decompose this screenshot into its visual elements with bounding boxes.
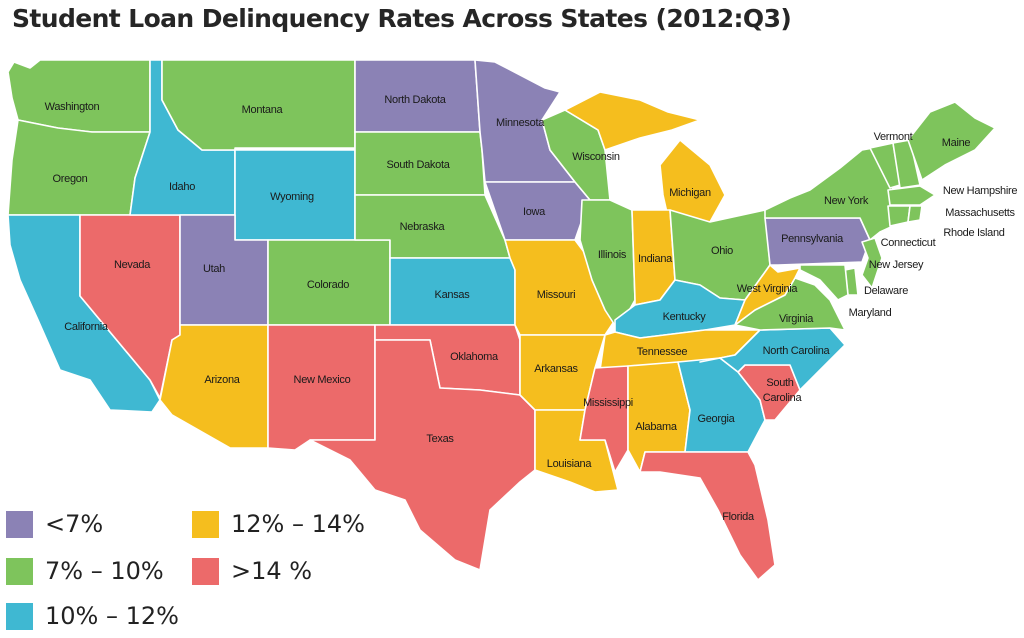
state-label-SD: South Dakota — [386, 159, 450, 171]
state-CT[interactable] — [887, 205, 911, 227]
state-label-MS: Mississippi — [583, 397, 633, 409]
state-label-AZ: Arizona — [204, 374, 240, 386]
state-label-SC-2: Carolina — [763, 392, 803, 404]
state-label-UT: Utah — [203, 263, 225, 275]
state-label-CO: Colorado — [307, 279, 349, 291]
legend-label: <7% — [45, 510, 104, 538]
state-AZ[interactable] — [159, 324, 269, 449]
state-label-NJ: New Jersey — [869, 259, 924, 271]
state-label-MA: Massachusetts — [945, 207, 1015, 219]
state-NH[interactable] — [892, 139, 921, 189]
state-label-TX: Texas — [426, 433, 454, 445]
state-label-KY: Kentucky — [663, 311, 707, 323]
state-MA[interactable] — [887, 185, 936, 206]
state-labels: Washington Oregon California Nevada Idah… — [45, 94, 1018, 523]
legend-swatch — [6, 602, 33, 630]
state-label-CT: Connecticut — [881, 237, 936, 249]
legend-swatch — [192, 510, 219, 538]
state-label-CA: California — [64, 321, 109, 333]
legend-label: 7% – 10% — [45, 557, 164, 585]
state-label-NE: Nebraska — [400, 221, 446, 233]
legend-swatch — [6, 557, 33, 585]
state-NJ[interactable] — [861, 237, 883, 289]
state-label-WA: Washington — [45, 101, 100, 113]
state-label-VT: Vermont — [874, 131, 913, 143]
state-label-OH: Ohio — [711, 245, 733, 257]
state-OR[interactable] — [7, 119, 151, 216]
state-WA[interactable] — [7, 59, 151, 133]
state-label-TN: Tennessee — [637, 346, 688, 358]
state-label-OK: Oklahoma — [450, 351, 499, 363]
state-shapes — [7, 59, 996, 581]
state-label-IL: Illinois — [598, 249, 627, 261]
map-title: Student Loan Delinquency Rates Across St… — [12, 4, 792, 33]
state-label-ME: Maine — [942, 137, 971, 149]
legend-item-7-10: 7% – 10% — [6, 557, 164, 585]
legend-item-lt7: <7% — [6, 510, 103, 538]
state-label-ND: North Dakota — [384, 94, 446, 106]
state-MI[interactable] — [564, 91, 726, 227]
state-label-MI: Michigan — [669, 187, 711, 199]
state-label-NH: New Hampshire — [943, 185, 1018, 197]
state-label-SC-1: South — [766, 377, 793, 389]
state-label-DE: Delaware — [864, 285, 908, 297]
legend-label: >14 % — [231, 557, 313, 585]
state-label-FL: Florida — [722, 511, 755, 523]
legend-label: 10% – 12% — [45, 602, 179, 630]
state-FL[interactable] — [639, 451, 776, 581]
state-label-ID: Idaho — [169, 181, 195, 193]
state-label-OR: Oregon — [53, 173, 88, 185]
legend-item-gt14: >14 % — [192, 557, 312, 585]
state-label-MD: Maryland — [849, 307, 892, 319]
state-MD[interactable] — [799, 264, 849, 301]
legend-swatch — [192, 557, 219, 585]
state-label-WI: Wisconsin — [572, 151, 620, 163]
state-label-LA: Louisiana — [547, 458, 593, 470]
state-label-WY: Wyoming — [270, 191, 314, 203]
state-NM[interactable] — [267, 324, 376, 451]
state-label-WV: West Virginia — [737, 283, 799, 295]
state-TX[interactable] — [309, 339, 536, 571]
state-label-RI: Rhode Island — [943, 227, 1004, 239]
state-WV[interactable] — [734, 264, 801, 326]
state-label-MO: Missouri — [537, 289, 576, 301]
legend-item-10-12: 10% – 12% — [6, 602, 179, 630]
state-label-NM: New Mexico — [294, 374, 351, 386]
state-label-MN: Minnesota — [496, 117, 545, 129]
state-label-PA: Pennsylvania — [781, 233, 844, 245]
legend-item-12-14: 12% – 14% — [192, 510, 365, 538]
state-label-IA: Iowa — [523, 206, 546, 218]
state-RI[interactable] — [907, 205, 923, 223]
state-label-KS: Kansas — [435, 289, 471, 301]
state-label-VA: Virginia — [779, 313, 814, 325]
legend-label: 12% – 14% — [231, 510, 365, 538]
state-label-NC: North Carolina — [763, 345, 831, 357]
state-ME[interactable] — [907, 101, 996, 181]
state-label-IN: Indiana — [638, 253, 673, 265]
state-label-AL: Alabama — [635, 421, 677, 433]
state-label-NY: New York — [824, 195, 869, 207]
legend-swatch — [6, 510, 33, 538]
state-label-AR: Arkansas — [534, 363, 578, 375]
legend: <7% 12% – 14% 7% – 10% >14 % 10% – 12% — [6, 500, 426, 634]
state-label-NV: Nevada — [114, 259, 151, 271]
state-label-MT: Montana — [242, 104, 284, 116]
state-label-GA: Georgia — [697, 413, 735, 425]
